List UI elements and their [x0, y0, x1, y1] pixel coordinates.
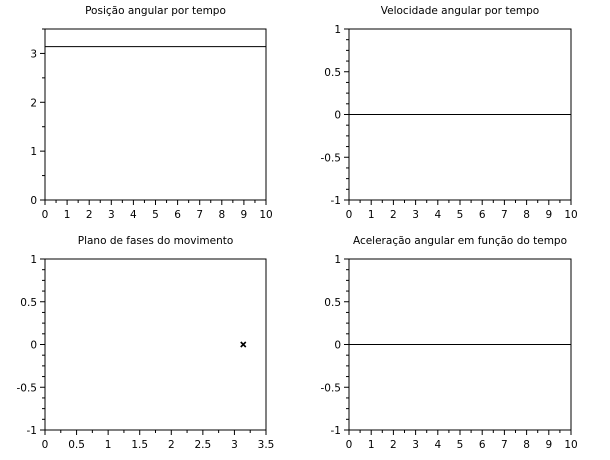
x-tick-label: 0.5	[68, 439, 85, 451]
x-tick-label: 1	[368, 439, 375, 451]
y-tick-label: 0	[30, 340, 37, 352]
y-tick-label: -0.5	[321, 382, 342, 394]
x-tick-label: 4	[434, 439, 441, 451]
y-tick-label: -1	[331, 425, 341, 437]
y-tick-label: 0	[334, 110, 341, 122]
x-tick-label: 0	[42, 209, 49, 221]
x-tick-label: 1	[105, 439, 112, 451]
plot-frame	[44, 28, 267, 201]
x-tick-label: 1	[368, 209, 375, 221]
x-tick-label: 6	[479, 209, 486, 221]
x-tick-label: 7	[196, 209, 203, 221]
y-tick-label: 1	[30, 254, 37, 266]
x-tick-label: 4	[130, 209, 137, 221]
y-tick-label: -0.5	[17, 382, 38, 394]
subplot-phase-plane: Plano de fases do movimento 0 0.5 1 1.5 2 2.5…	[17, 235, 275, 451]
axis-ticks: 0 1 2 3 4 5 6 7 8 9 10 0 1 2 3	[30, 28, 273, 221]
x-tick-label: 5	[152, 209, 159, 221]
phase-point-marker	[240, 341, 247, 348]
x-tick-label: 7	[501, 209, 508, 221]
x-tick-label: 10	[564, 209, 577, 221]
plot-frame	[44, 258, 267, 431]
x-tick-label: 6	[479, 439, 486, 451]
y-tick-label: 2	[30, 97, 37, 109]
subplot-angular-position: Posição angular por tempo 0 1 2 3 4 5 6 7 8 9 10 0 1…	[30, 5, 272, 221]
x-tick-label: 7	[501, 439, 508, 451]
x-tick-label: 8	[218, 209, 225, 221]
x-tick-label: 2	[86, 209, 93, 221]
x-tick-label: 2	[390, 209, 397, 221]
x-tick-label: 3	[108, 209, 115, 221]
x-tick-label: 0	[42, 439, 49, 451]
x-tick-label: 1	[64, 209, 71, 221]
y-tick-label: -0.5	[321, 152, 342, 164]
chart-title: Plano de fases do movimento	[78, 235, 234, 247]
x-tick-label: 2	[390, 439, 397, 451]
x-tick-label: 1.5	[131, 439, 148, 451]
subplot-angular-acceleration: Aceleração angular em função do tempo 0 1…	[321, 235, 578, 451]
axis-ticks: 0 1 2 3 4 5 6 7 8 9 10 -1 -0.5 0 0.5 1	[321, 24, 578, 221]
y-tick-label: -1	[331, 195, 341, 207]
y-tick-label: 1	[30, 146, 37, 158]
x-tick-label: 3	[412, 439, 419, 451]
x-tick-label: 3.5	[258, 439, 275, 451]
y-tick-label: 0.5	[324, 67, 341, 79]
x-tick-label: 8	[523, 439, 530, 451]
y-tick-label: 1	[334, 24, 341, 36]
chart-title: Velocidade angular por tempo	[381, 5, 539, 17]
x-tick-label: 10	[259, 209, 272, 221]
y-tick-label: 0.5	[324, 297, 341, 309]
axis-ticks: 0 0.5 1 1.5 2 2.5 3 3.5 -1 -0.5 0 0.5 1	[17, 254, 275, 451]
chart-title: Aceleração angular em função do tempo	[353, 235, 567, 247]
y-tick-label: 0.5	[20, 297, 37, 309]
x-tick-label: 4	[434, 209, 441, 221]
series-marks	[240, 341, 247, 348]
x-tick-label: 8	[523, 209, 530, 221]
x-tick-label: 9	[241, 209, 248, 221]
x-tick-label: 6	[174, 209, 181, 221]
x-tick-label: 0	[346, 439, 353, 451]
y-tick-label: 0	[30, 195, 37, 207]
x-tick-label: 5	[457, 209, 464, 221]
x-tick-label: 3	[412, 209, 419, 221]
chart-title: Posição angular por tempo	[85, 5, 226, 17]
x-tick-label: 9	[545, 439, 552, 451]
x-tick-label: 2	[168, 439, 175, 451]
x-tick-label: 5	[457, 439, 464, 451]
y-tick-label: 1	[334, 254, 341, 266]
x-tick-label: 10	[564, 439, 577, 451]
y-tick-label: 0	[334, 340, 341, 352]
x-tick-label: 3	[231, 439, 238, 451]
y-tick-label: 3	[30, 48, 37, 60]
axis-ticks: 0 1 2 3 4 5 6 7 8 9 10 -1 -0.5 0 0.5 1	[321, 254, 578, 451]
x-tick-label: 0	[346, 209, 353, 221]
x-tick-label: 2.5	[195, 439, 212, 451]
y-tick-label: -1	[27, 425, 37, 437]
x-tick-label: 9	[545, 209, 552, 221]
